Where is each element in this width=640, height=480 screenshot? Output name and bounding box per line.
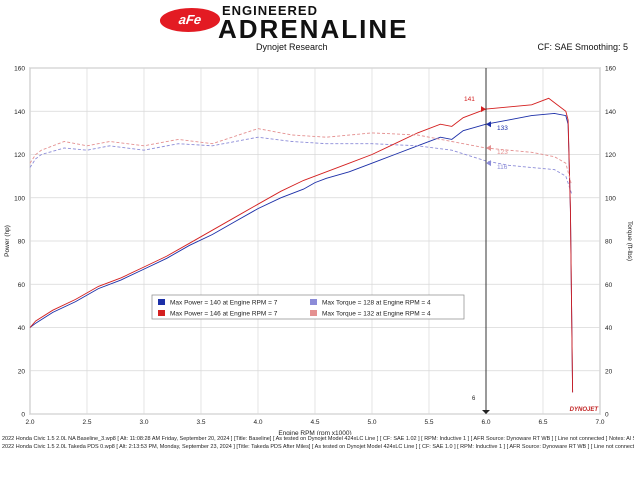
y-tick-label-right: 20 bbox=[605, 368, 613, 375]
y-tick-label-left: 120 bbox=[14, 152, 25, 159]
y-tick-label-left: 0 bbox=[21, 412, 25, 419]
report-header: aFe POWER ENGINEERED ADRENALINE Dynojet … bbox=[0, 0, 640, 60]
x-tick-label: 5.5 bbox=[424, 419, 433, 426]
series-line-3 bbox=[29, 97, 574, 393]
x-tick-label: 6.0 bbox=[481, 419, 490, 426]
legend-swatch bbox=[158, 299, 165, 305]
run-note-takeda: 2022 Honda Civic 1.5 2.0L Takeda PDS 0.w… bbox=[2, 444, 634, 450]
dyno-chart: 2.0 2.5 3.0 3.5 4.0 4.5 5.0 5.5 6.0 6.5 7.00 020 204… bbox=[4, 66, 633, 436]
y-tick-label-right: 120 bbox=[605, 152, 616, 159]
y-tick-label-right: 160 bbox=[605, 66, 616, 73]
x-tick-label: 4.5 bbox=[310, 419, 319, 426]
brand-subtitle: ENGINEERED bbox=[222, 3, 318, 18]
cursor-value-label: 123 bbox=[497, 149, 508, 156]
y-tick-label-right: 140 bbox=[605, 109, 616, 116]
afe-logo: aFe POWER bbox=[158, 8, 222, 51]
cursor-value-marker bbox=[486, 145, 491, 152]
x-tick-label: 7.0 bbox=[595, 419, 604, 426]
series-line-1 bbox=[29, 112, 574, 393]
cursor-value-marker bbox=[486, 121, 491, 128]
run-note-baseline: 2022 Honda Civic 1.5 2.0L NA Baseline_3.… bbox=[2, 436, 634, 442]
legend-entry: Max Torque = 132 at Engine RPM = 4 bbox=[322, 311, 431, 318]
y-tick-label-right: 80 bbox=[605, 239, 613, 246]
y-tick-label-right: 60 bbox=[605, 282, 613, 289]
brand-title: ADRENALINE bbox=[218, 14, 409, 44]
run-notes: 2022 Honda Civic 1.5 2.0L NA Baseline_3.… bbox=[0, 435, 634, 451]
y-tick-label-left: 100 bbox=[14, 195, 25, 202]
rpm-cursor-marker bbox=[482, 410, 490, 414]
y-tick-label-left: 40 bbox=[18, 325, 26, 332]
correction-factor-info: CF: SAE Smoothing: 5 bbox=[537, 42, 628, 52]
x-tick-label: 2.5 bbox=[82, 419, 91, 426]
y-tick-label-right: 0 bbox=[605, 412, 609, 419]
series-line-2 bbox=[29, 136, 572, 194]
y-tick-label-left: 20 bbox=[18, 368, 26, 375]
y-tick-label-left: 60 bbox=[18, 282, 26, 289]
y-axis-label-right: Torque (ft-lbs) bbox=[626, 221, 633, 261]
legend-swatch bbox=[158, 310, 165, 316]
y-tick-label-right: 40 bbox=[605, 325, 613, 332]
legend-entry: Max Power = 146 at Engine RPM = 7 bbox=[170, 311, 278, 318]
legend-box bbox=[151, 294, 465, 320]
legend-entry: Max Power = 140 at Engine RPM = 7 bbox=[170, 300, 278, 307]
y-tick-label-left: 160 bbox=[14, 66, 25, 73]
legend-swatch bbox=[310, 310, 317, 316]
y-tick-label-left: 80 bbox=[18, 239, 26, 246]
legend-swatch bbox=[310, 299, 317, 305]
cursor-value-label: 116 bbox=[497, 164, 508, 171]
x-tick-label: 3.0 bbox=[139, 419, 148, 426]
y-tick-label-right: 100 bbox=[605, 195, 616, 202]
x-tick-label: 4.0 bbox=[253, 419, 262, 426]
legend-entry: Max Torque = 128 at Engine RPM = 4 bbox=[322, 300, 431, 307]
y-axis-label-left: Power (hp) bbox=[4, 225, 11, 257]
y-tick-label-left: 140 bbox=[14, 109, 25, 116]
x-tick-label: 3.5 bbox=[196, 419, 205, 426]
x-tick-label: 5.0 bbox=[367, 419, 376, 426]
cursor-value-label: 141 bbox=[464, 96, 475, 103]
chart-subtitle: Dynojet Research bbox=[256, 42, 328, 52]
rpm-cursor-label: 6 bbox=[472, 396, 476, 402]
x-tick-label: 2.0 bbox=[25, 419, 34, 426]
cursor-value-marker bbox=[486, 160, 491, 167]
dynojet-logo: DYNOJET bbox=[570, 407, 600, 413]
x-tick-label: 6.5 bbox=[538, 419, 547, 426]
cursor-value-marker bbox=[481, 106, 486, 113]
cursor-value-label: 133 bbox=[497, 125, 508, 132]
x-axis-label: Engine RPM (rpm x1000) bbox=[278, 430, 351, 435]
